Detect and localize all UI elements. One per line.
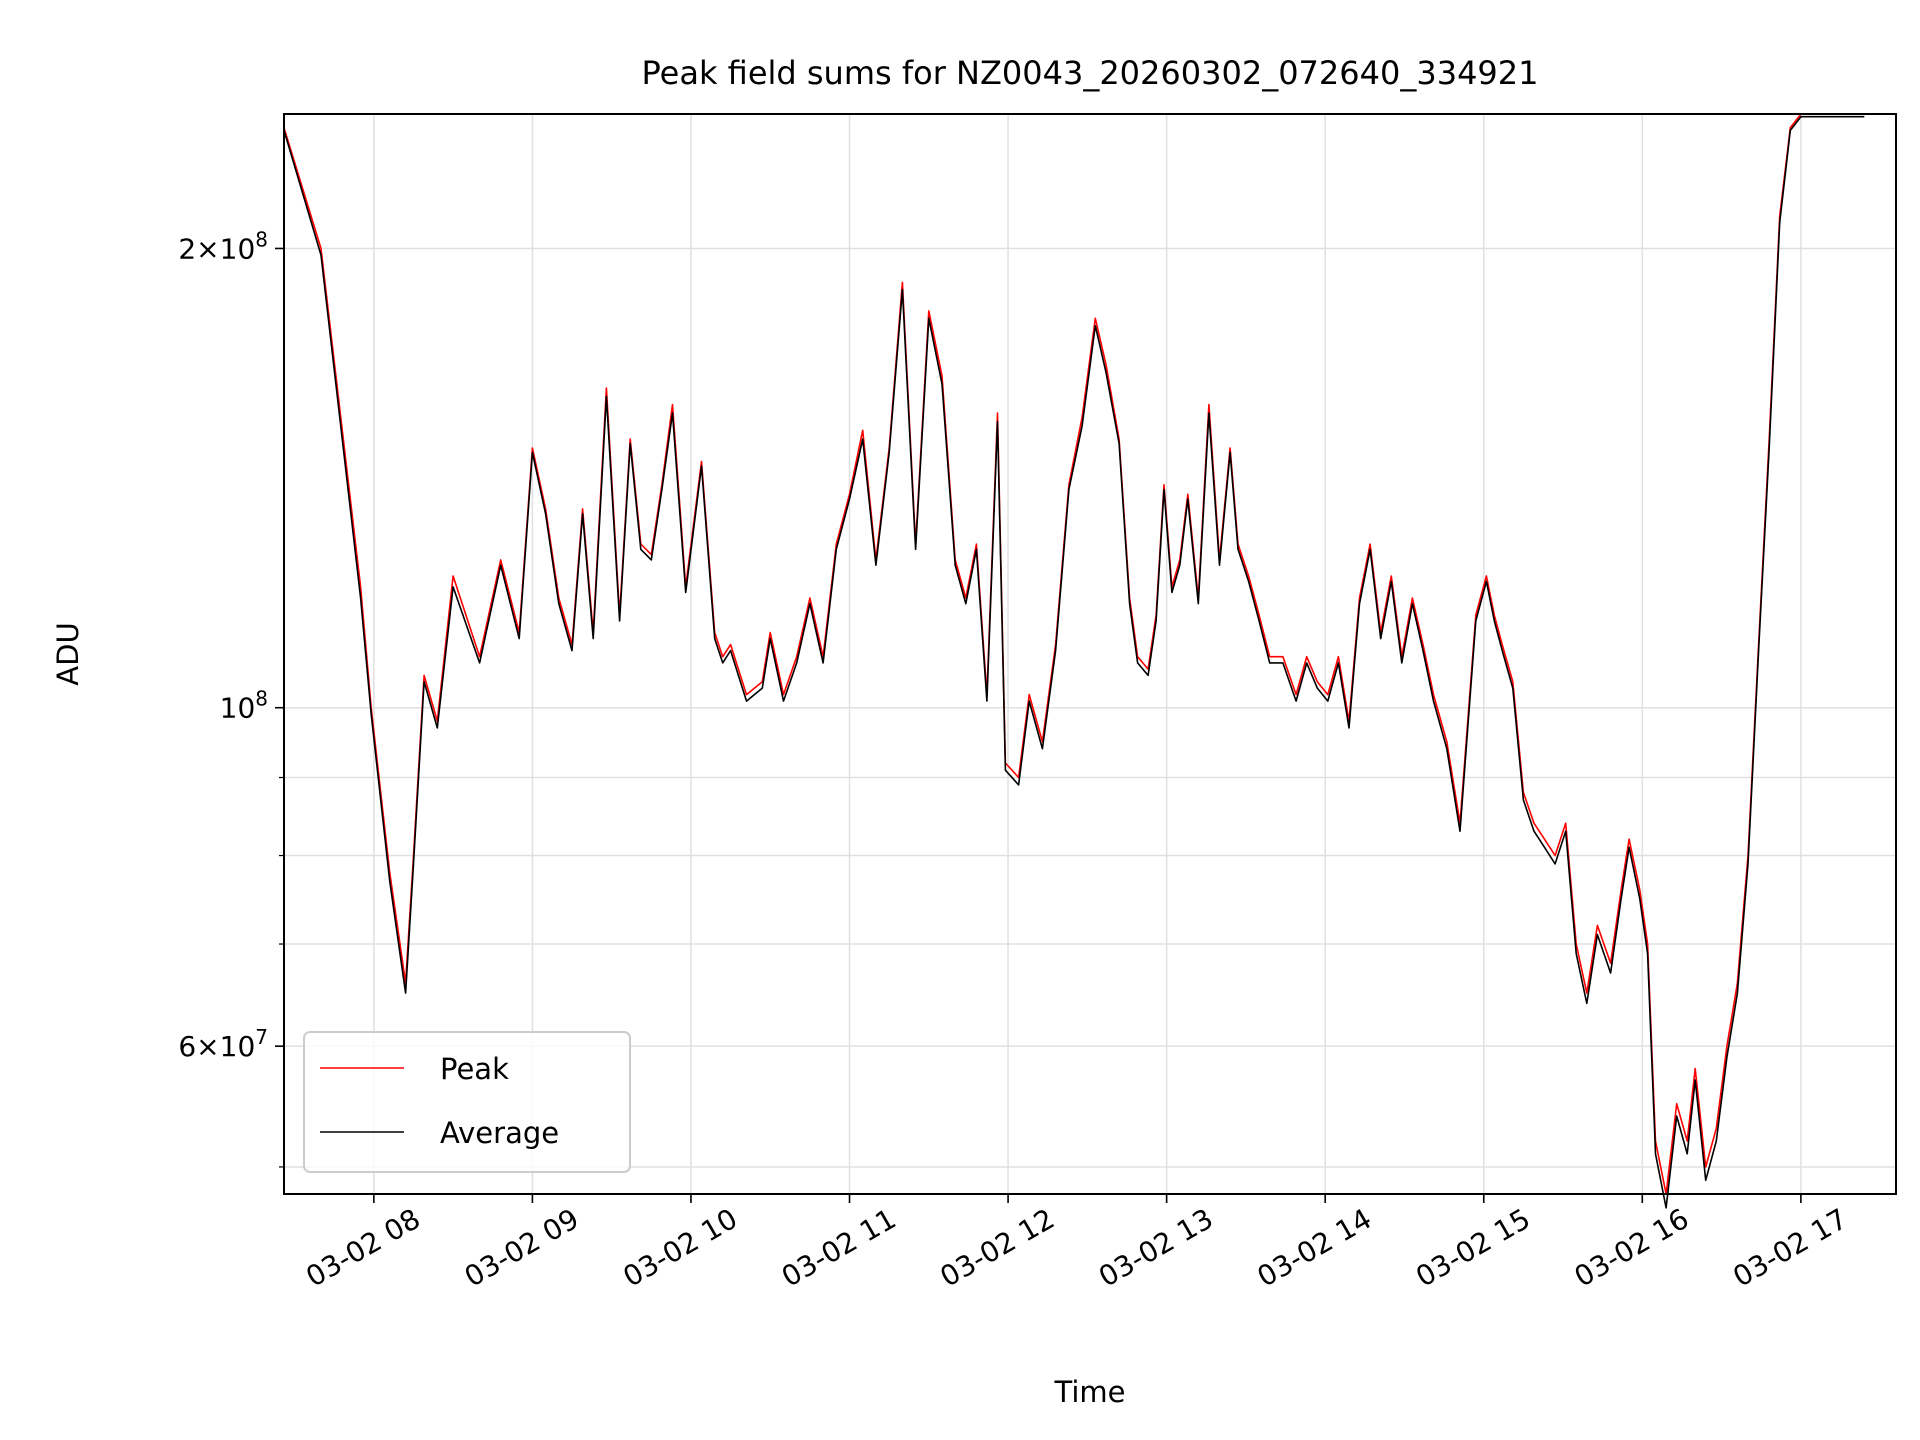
y-tick-label: 6×107	[178, 1025, 268, 1063]
y-tick-base: 10	[220, 1030, 256, 1063]
legend-label-peak: Peak	[440, 1052, 509, 1086]
y-tick-label: 2×108	[178, 227, 268, 265]
y-tick-mantissa: 6	[178, 1030, 196, 1063]
y-axis-label: ADU	[51, 622, 85, 685]
y-tick-mantissa: 2	[178, 232, 196, 265]
y-tick-label: 108	[220, 687, 268, 725]
y-tick-exp: 8	[255, 687, 268, 711]
legend-box	[303, 1031, 631, 1173]
series-line-average	[283, 115, 1865, 1209]
legend: Peak Average	[303, 1031, 631, 1173]
y-tick-exp: 8	[255, 227, 268, 251]
y-tick-exp: 7	[255, 1025, 268, 1049]
series-lines	[283, 113, 1865, 1209]
y-tick-base: 10	[220, 692, 256, 725]
legend-label-average: Average	[440, 1116, 559, 1150]
y-tick-times: ×	[196, 1030, 219, 1063]
y-tick-times: ×	[196, 232, 219, 265]
x-axis-label: Time	[1054, 1375, 1126, 1409]
plot-frame	[283, 113, 1897, 1195]
chart-title: Peak field sums for NZ0043_20260302_0726…	[642, 54, 1539, 92]
y-tick-base: 10	[220, 232, 256, 265]
